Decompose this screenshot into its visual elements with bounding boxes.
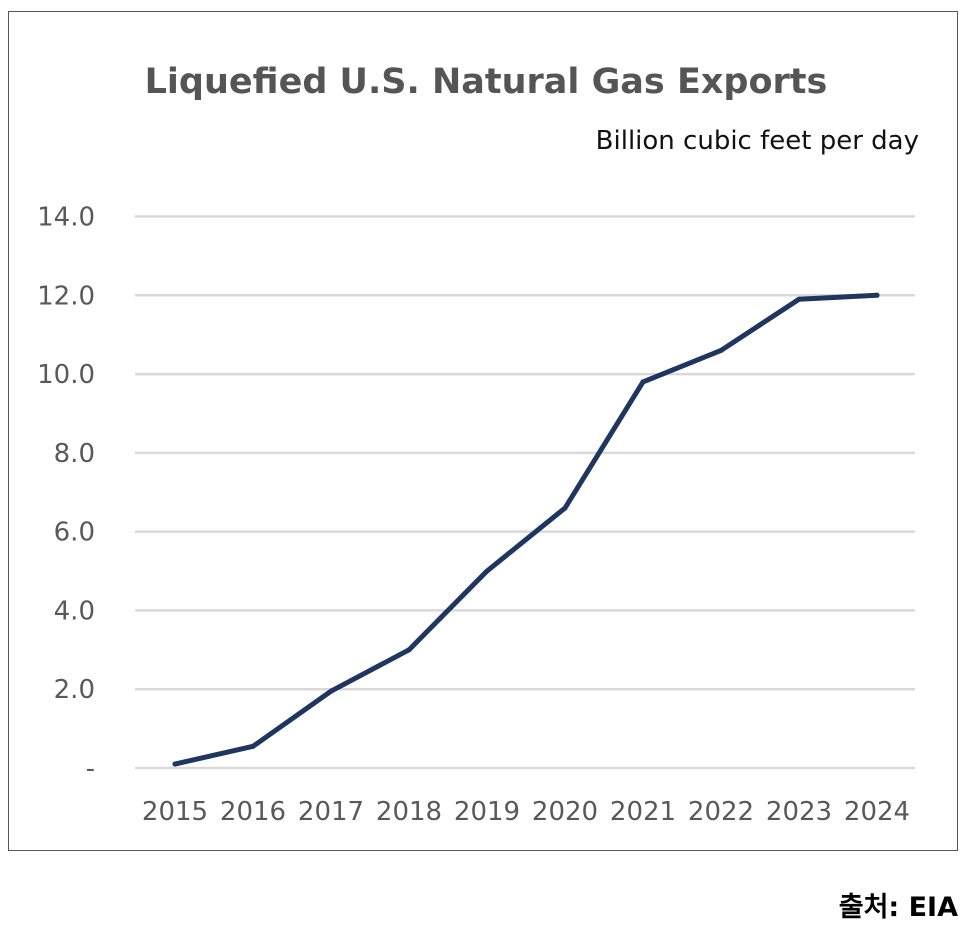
y-tick-label: 10.0 — [37, 360, 95, 390]
x-tick-label: 2022 — [688, 797, 754, 827]
data-point — [718, 347, 724, 353]
y-tick-label: 6.0 — [54, 518, 95, 548]
x-tick-label: 2018 — [376, 797, 442, 827]
x-tick-label: 2020 — [532, 797, 598, 827]
x-axis-ticks: 2015 2016 2017 2018 2019 2020 2021 2022 2023 2024 — [142, 797, 910, 827]
data-point — [172, 761, 178, 767]
source-text: 출처: EIA — [838, 892, 958, 923]
data-point — [562, 505, 568, 511]
data-point — [406, 647, 412, 653]
x-tick-label: 2019 — [454, 797, 520, 827]
x-tick-label: 2015 — [142, 797, 208, 827]
data-point — [874, 292, 880, 298]
data-point — [328, 688, 334, 694]
y-tick-label: 2.0 — [54, 675, 95, 705]
x-tick-label: 2016 — [220, 797, 286, 827]
y-tick-label: 4.0 — [54, 596, 95, 626]
y-tick-label: 12.0 — [37, 281, 95, 311]
series-layer — [172, 292, 880, 767]
x-tick-label: 2021 — [610, 797, 676, 827]
unit-label: Billion cubic feet per day — [596, 126, 919, 156]
data-point — [640, 379, 646, 385]
gridlines — [135, 215, 915, 770]
series-line — [172, 292, 880, 767]
y-axis-ticks: - 2.0 4.0 6.0 8.0 10.0 12.0 14.0 — [37, 203, 95, 785]
chart-frame: Liquefied U.S. Natural Gas Exports Billi… — [8, 11, 958, 851]
chart-title: Liquefied U.S. Natural Gas Exports — [145, 62, 828, 102]
y-tick-label: 8.0 — [54, 439, 95, 469]
y-tick-label: 14.0 — [37, 203, 95, 233]
data-point — [796, 296, 802, 302]
x-tick-label: 2017 — [298, 797, 364, 827]
line-chart: Liquefied U.S. Natural Gas Exports Billi… — [37, 62, 919, 827]
x-tick-label: 2023 — [766, 797, 832, 827]
data-point — [484, 568, 490, 574]
data-point — [250, 743, 256, 749]
y-tick-label: - — [86, 754, 95, 784]
x-tick-label: 2024 — [844, 797, 910, 827]
